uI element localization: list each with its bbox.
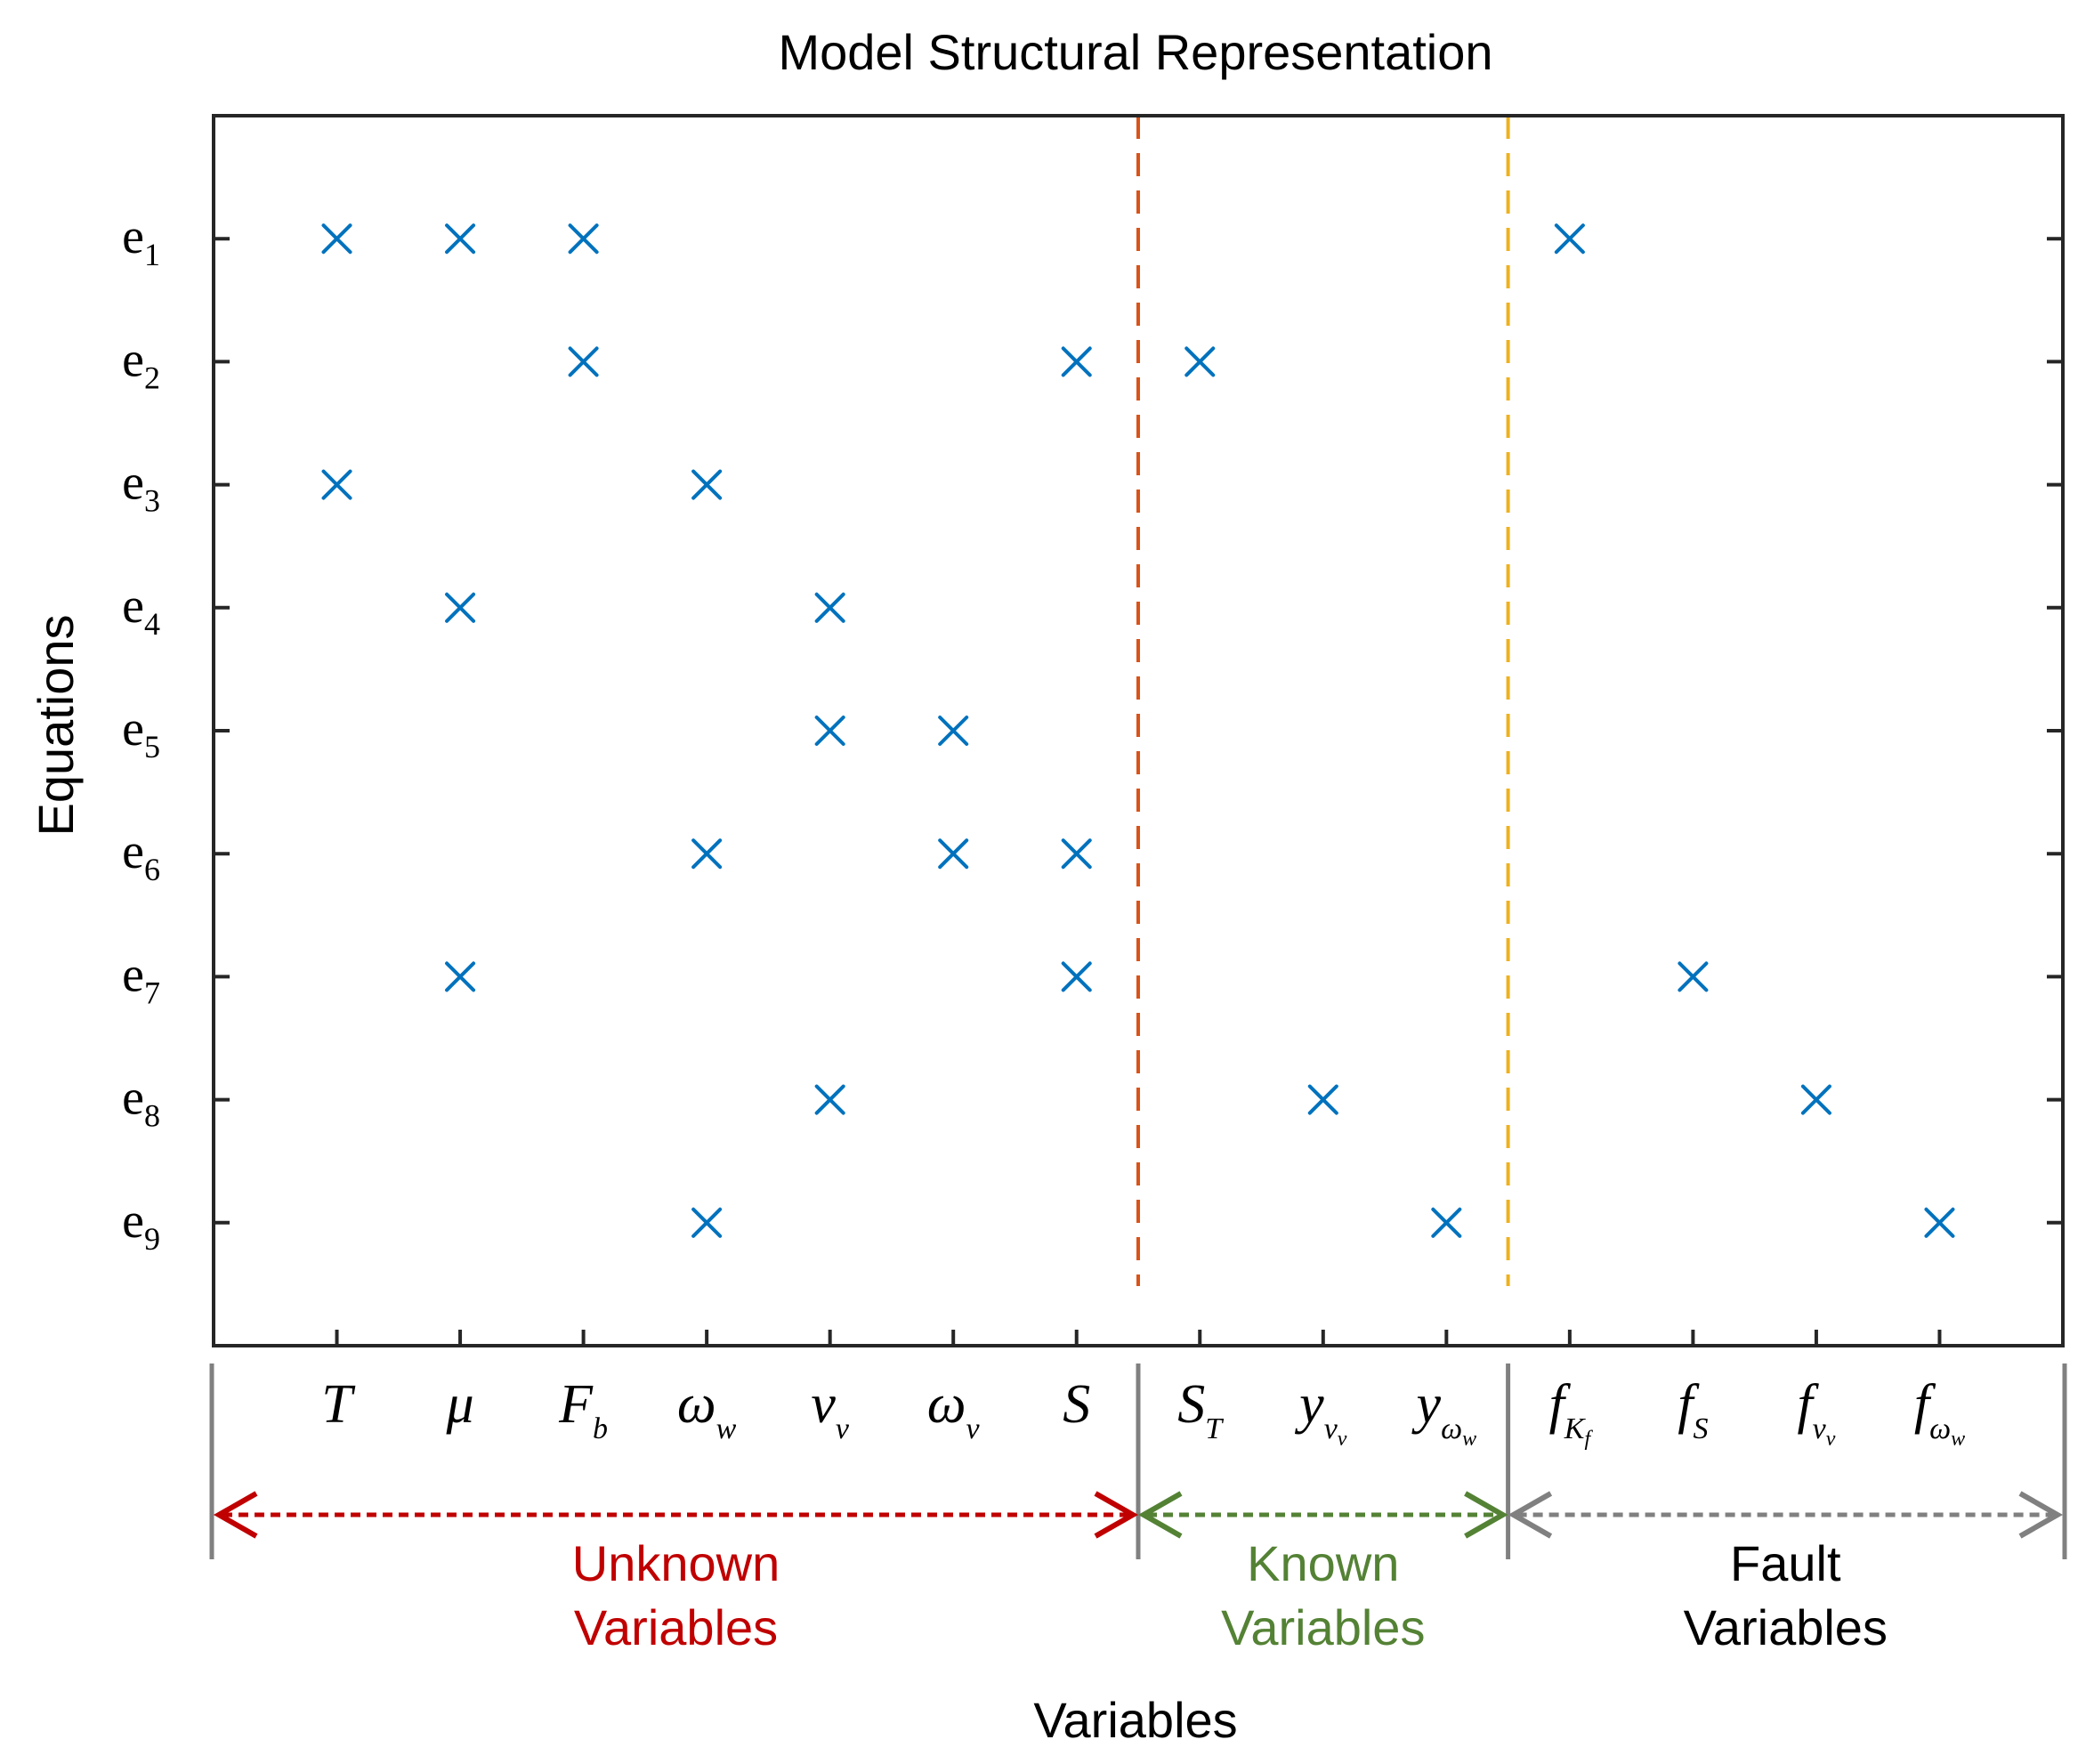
- y-tick-label-3: e3: [122, 456, 160, 519]
- y-tick-label-2: e2: [122, 332, 160, 395]
- marker-e9-v4: [691, 1207, 723, 1238]
- marker-e6-v7: [1061, 838, 1092, 870]
- chart-title: Model Structural Representation: [778, 24, 1492, 80]
- marker-e1-v3: [568, 223, 599, 255]
- group-label-line2-3: Variables: [1684, 1599, 1888, 1655]
- marker-e5-v5: [814, 716, 845, 746]
- x-tick-label-12: fS: [1678, 1374, 1708, 1445]
- marker-e8-v9: [1307, 1084, 1338, 1115]
- marker-e1-v11: [1554, 223, 1585, 255]
- incidence-markers: [321, 223, 1955, 1238]
- x-tick-label-5: vv: [811, 1374, 850, 1445]
- marker-e8-v5: [814, 1084, 845, 1115]
- group-arrow-head-right-3: [2018, 1491, 2064, 1539]
- x-axis-label: Variables: [1033, 1692, 1237, 1748]
- group-label-line1-3: Fault: [1730, 1535, 1841, 1591]
- marker-e1-v1: [321, 223, 352, 255]
- marker-e2-v8: [1184, 346, 1216, 377]
- marker-e9-v14: [1924, 1207, 1955, 1238]
- y-axis-label: Equations: [28, 614, 84, 836]
- x-tick-label-2: μ: [446, 1374, 474, 1435]
- equation-tick-labels: e1 e2 e3 e4 e5 e6 e7 e8 e9: [122, 209, 160, 1257]
- marker-e6-v4: [691, 838, 723, 870]
- marker-e8-v13: [1800, 1084, 1831, 1115]
- marker-e5-v6: [938, 716, 969, 746]
- y-tick-label-6: e6: [122, 824, 160, 887]
- y-tick-label-1: e1: [122, 209, 160, 272]
- marker-e6-v6: [938, 838, 969, 870]
- group-arrow-head-left-2: [1137, 1491, 1183, 1539]
- group-arrow-head-right-1: [1094, 1491, 1139, 1539]
- x-tick-label-9: yvv: [1294, 1374, 1347, 1451]
- axis-ticks: [214, 237, 2063, 1346]
- marker-e7-v7: [1061, 961, 1092, 992]
- marker-e4-v5: [814, 592, 845, 623]
- group-arrow-head-left-3: [1508, 1491, 1553, 1539]
- plot-area-frame: [212, 114, 2065, 1347]
- x-tick-label-8: ST: [1177, 1374, 1224, 1445]
- x-tick-label-3: Fb: [558, 1374, 608, 1445]
- marker-e2-v7: [1061, 346, 1092, 377]
- marker-e1-v2: [445, 223, 476, 255]
- group-label-line2-1: Variables: [574, 1599, 778, 1655]
- x-tick-label-4: ωw: [677, 1374, 737, 1445]
- group-label-line1-2: Known: [1247, 1535, 1399, 1591]
- x-tick-label-10: yωw: [1411, 1374, 1477, 1451]
- y-tick-label-7: e7: [122, 947, 160, 1010]
- group-label-line2-2: Variables: [1221, 1599, 1425, 1655]
- x-tick-label-13: fvv: [1797, 1374, 1835, 1451]
- marker-e3-v4: [691, 469, 723, 500]
- marker-e3-v1: [321, 469, 352, 500]
- marker-e4-v2: [445, 592, 476, 623]
- y-tick-label-8: e8: [122, 1071, 160, 1134]
- x-tick-label-6: ωv: [927, 1374, 981, 1445]
- group-arrow-head-right-2: [1464, 1491, 1508, 1539]
- y-tick-label-5: e5: [122, 701, 160, 765]
- marker-e7-v2: [445, 961, 476, 992]
- y-tick-label-9: e9: [122, 1194, 160, 1257]
- separator-lines: [1136, 116, 1510, 1286]
- variable-group-brackets: Unknown Variables Known Variables Fault Varia…: [209, 1363, 2067, 1655]
- x-tick-label-1: T: [321, 1374, 356, 1435]
- marker-e9-v10: [1431, 1207, 1462, 1238]
- marker-e7-v12: [1678, 961, 1709, 992]
- group-label-line1-1: Unknown: [572, 1535, 780, 1591]
- group-arrow-head-left-1: [213, 1491, 258, 1539]
- marker-e2-v3: [568, 346, 599, 377]
- y-tick-label-4: e4: [122, 579, 160, 642]
- x-tick-label-11: fKf: [1549, 1374, 1594, 1451]
- x-tick-label-14: fωw: [1914, 1374, 1965, 1451]
- x-tick-label-7: S: [1063, 1374, 1090, 1435]
